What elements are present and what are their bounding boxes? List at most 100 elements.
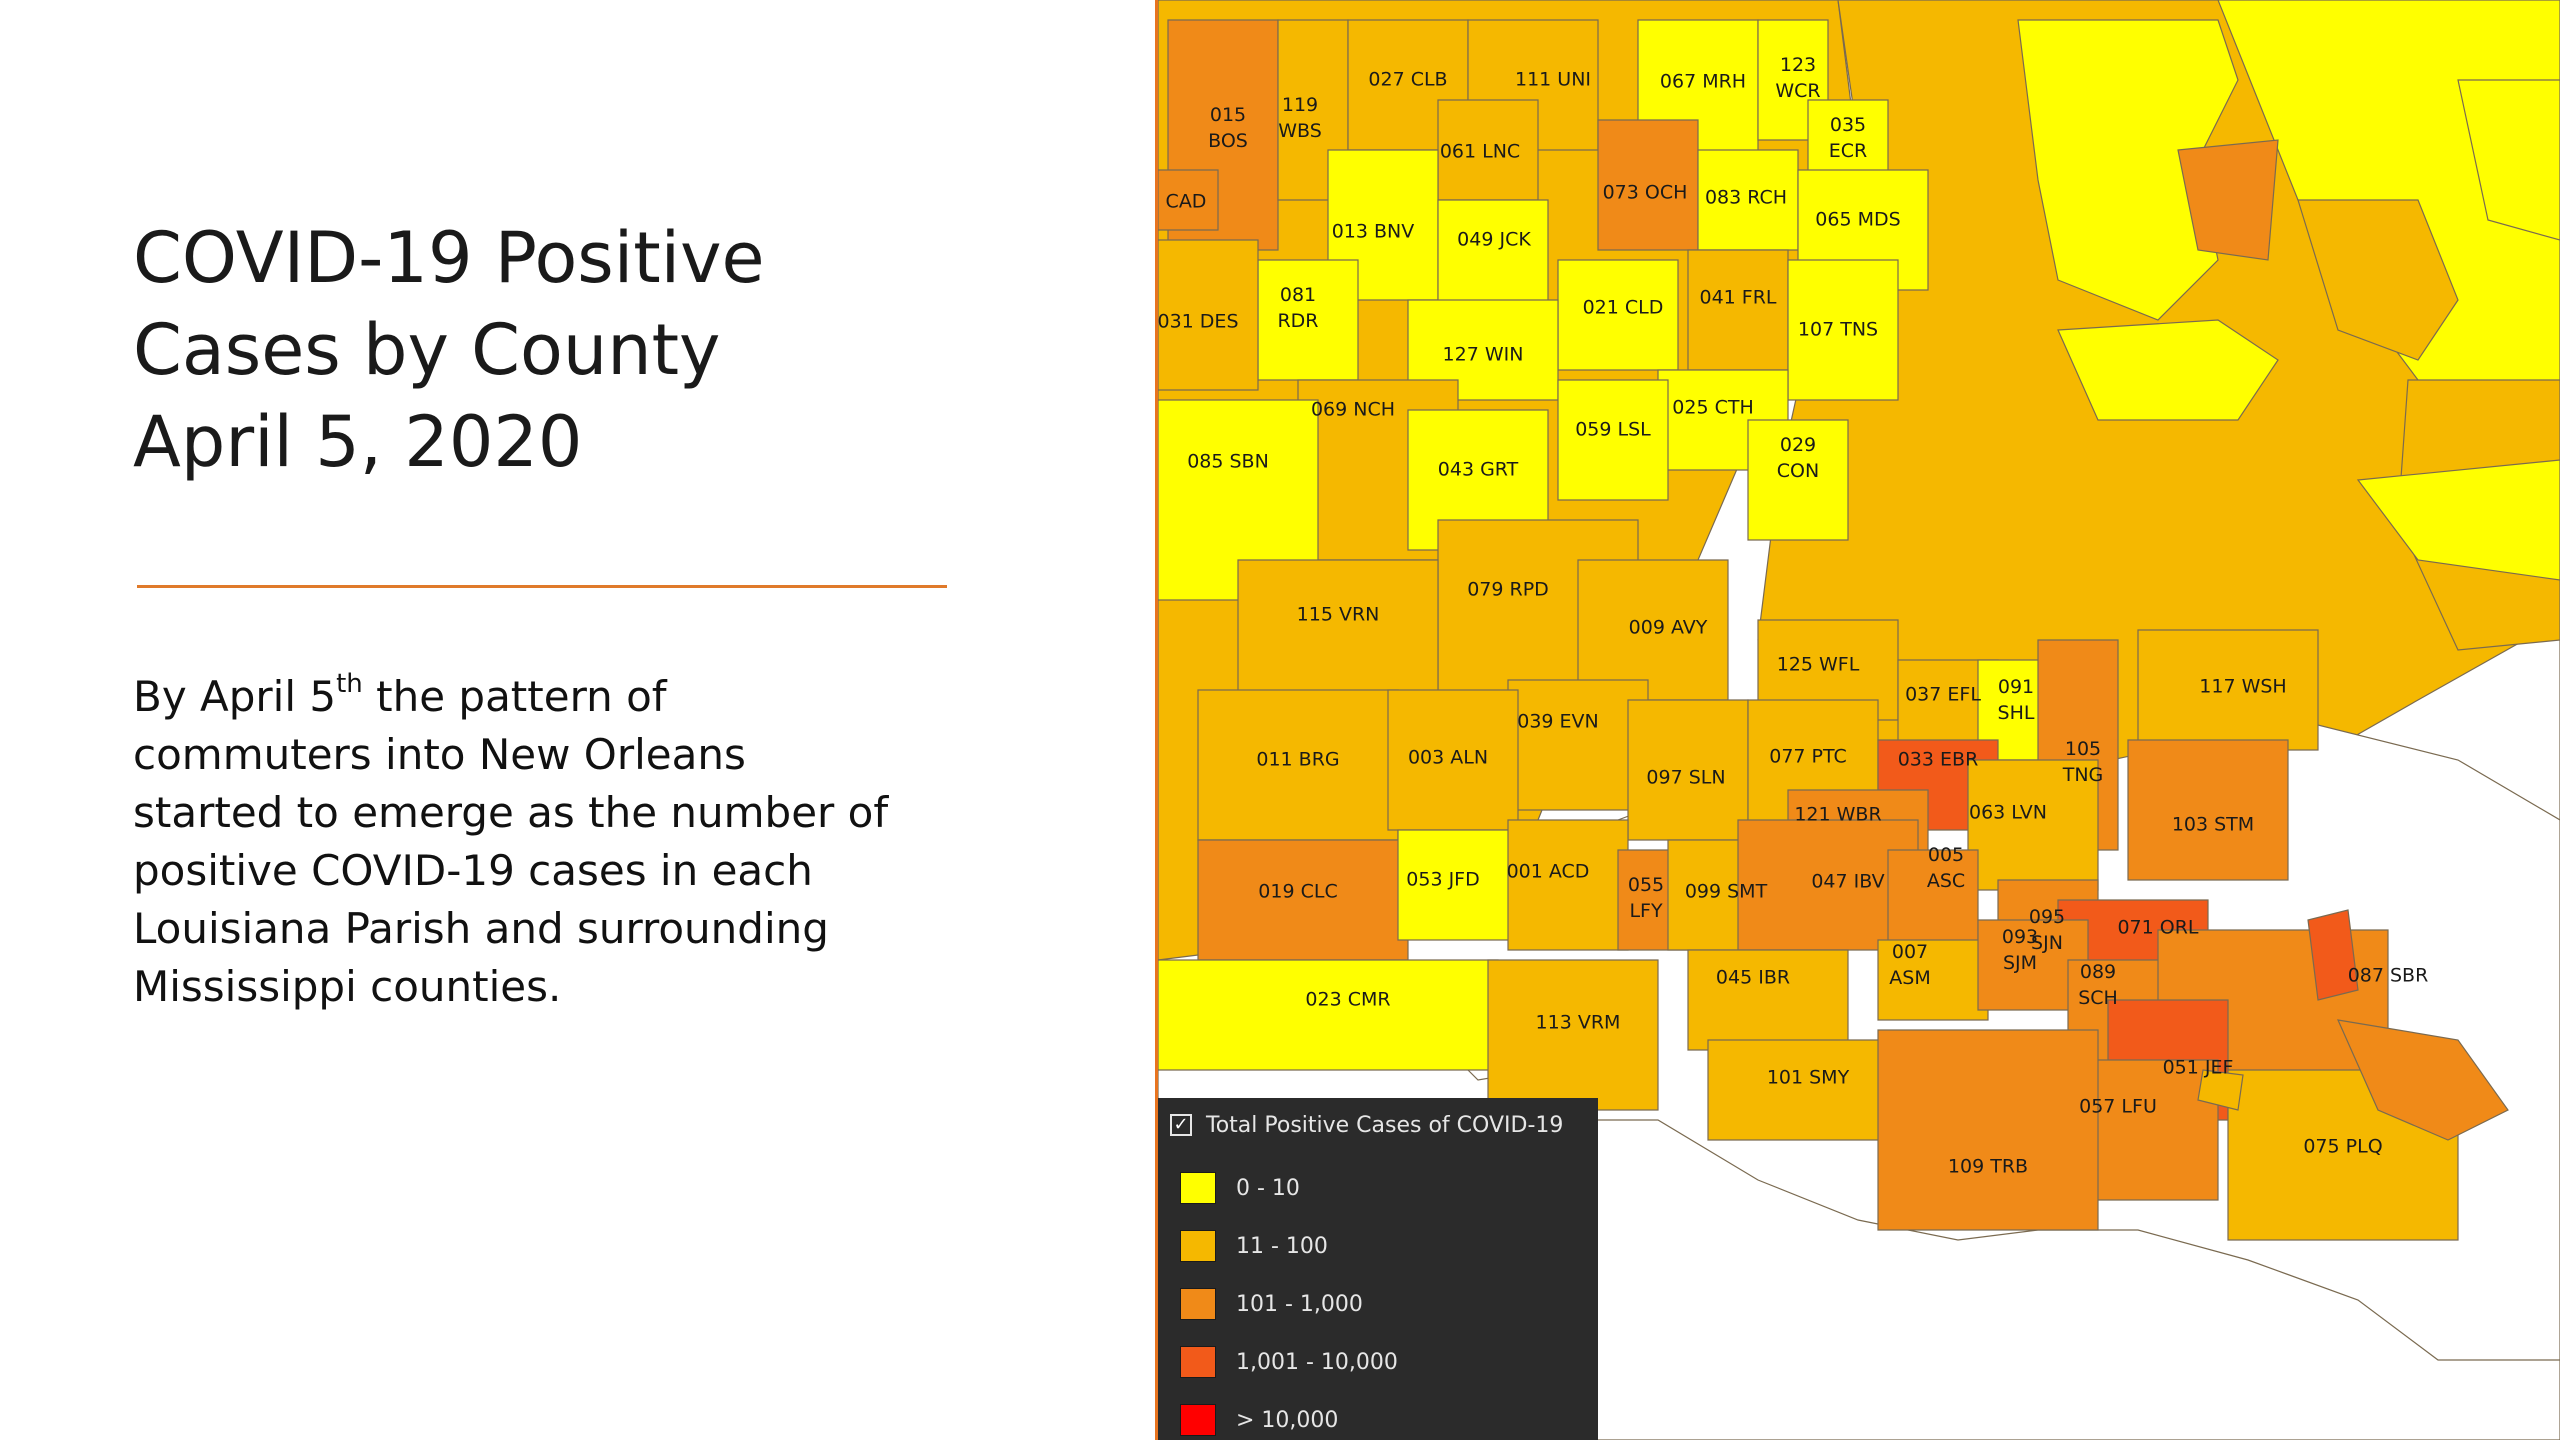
parish-label-clb: 027 CLB [1368, 69, 1447, 91]
map-region [2356, 459, 2560, 581]
parish-label-asm: 007 ASM [1889, 941, 1930, 989]
body-line: positive COVID-19 cases in each [133, 846, 813, 895]
parish-label-tns: 107 TNS [1798, 319, 1878, 341]
legend-swatch [1180, 1404, 1216, 1436]
parish-label-frl: 041 FRL [1699, 287, 1776, 309]
parish-label-bos: 015 BOS [1208, 104, 1248, 152]
parish-label-mrh: 067 MRH [1660, 71, 1746, 93]
parish-label-jfd: 053 JFD [1406, 869, 1479, 891]
parish-label-uni: 111 UNI [1515, 69, 1591, 91]
slide-body-text: By April 5th the pattern of commuters in… [133, 668, 1033, 1016]
parish-label-cad: CAD [1166, 191, 1207, 213]
parish-label-acd: 001 ACD [1507, 861, 1590, 883]
legend-header[interactable]: ✓ Total Positive Cases of COVID-19 [1170, 1108, 1563, 1142]
parish-frl [1687, 249, 1789, 371]
parish-label-smt: 099 SMT [1685, 881, 1768, 903]
body-line: Louisiana Parish and surrounding [133, 904, 829, 953]
parish-label-con: 029 CON [1777, 434, 1819, 482]
parish-cad [1158, 169, 1219, 231]
legend-swatch [1180, 1230, 1216, 1262]
parish-label-ecr: 035 ECR [1829, 114, 1867, 162]
map-region [2017, 19, 2239, 321]
parish-label-wfl: 125 WFL [1777, 654, 1860, 676]
parish-layer [1158, 19, 2509, 1241]
map-region [2177, 139, 2279, 261]
parish-label-lfy: 055 LFY [1628, 874, 1664, 922]
legend-swatch [1180, 1288, 1216, 1320]
parish-shape [2336, 1019, 2509, 1141]
parish-label-efl: 037 EFL [1905, 684, 1981, 706]
parish-label-avy: 009 AVY [1629, 617, 1708, 639]
parish-ibr [1687, 949, 1849, 1051]
parish-label-bnv: 013 BNV [1332, 221, 1415, 243]
parish-label-cth: 025 CTH [1672, 397, 1753, 419]
choropleth-map[interactable]: 015 BOS 119 WBS 027 CLB 111 UNI 067 MRH 123 WCR 0… [1155, 0, 2560, 1440]
parish-label-stm: 103 STM [2172, 814, 2254, 836]
parish-label-mds: 065 MDS [1815, 209, 1900, 231]
parish-label-ibv: 047 IBV [1811, 871, 1884, 893]
parish-vrm [1487, 959, 1659, 1111]
parish-label-vrn: 115 VRN [1297, 604, 1380, 626]
parish-label-ptc: 077 PTC [1769, 746, 1847, 768]
parish-label-clc: 019 CLC [1258, 881, 1337, 903]
legend-item-0-10: 0 - 10 [1172, 1168, 1300, 1208]
body-line: By April 5th the pattern of [133, 668, 1033, 726]
parish-lsl [1557, 379, 1669, 501]
parish-jck [1437, 199, 1549, 311]
map-region [2057, 319, 2279, 421]
parish-label-evn: 039 EVN [1517, 711, 1599, 733]
body-line: commuters into New Orleans [133, 730, 746, 779]
slide-title-line: April 5, 2020 [133, 401, 583, 483]
parish-label-smy: 101 SMY [1767, 1067, 1850, 1089]
parish-label-wbr: 121 WBR [1794, 804, 1881, 826]
parish-label-sbn: 085 SBN [1187, 451, 1269, 473]
parish-label-aln: 003 ALN [1408, 747, 1488, 769]
legend-label: 11 - 100 [1236, 1233, 1328, 1259]
parish-con [1747, 419, 1849, 541]
parish-acd [1507, 819, 1629, 951]
parish-label-vrm: 113 VRM [1536, 1012, 1621, 1034]
legend-swatch [1180, 1346, 1216, 1378]
parish-label-orl: 071 ORL [2117, 917, 2198, 939]
parish-label-jef: 051 JEF [2163, 1057, 2234, 1079]
parish-label-rdr: 081 RDR [1277, 284, 1318, 332]
parish-label-jck: 049 JCK [1457, 229, 1531, 251]
legend-label: > 10,000 [1236, 1407, 1339, 1433]
parish-label-ebr: 033 EBR [1898, 749, 1979, 771]
ordinal-superscript: th [336, 669, 363, 699]
checkmark-icon: ✓ [1173, 1114, 1189, 1135]
parish-label-plq: 075 PLQ [2303, 1136, 2382, 1158]
parish-label-och: 073 OCH [1603, 182, 1688, 204]
parish-trb [1877, 1029, 2099, 1231]
parish-label-lsl: 059 LSL [1575, 419, 1651, 441]
layer-visibility-checkbox[interactable]: ✓ [1170, 1114, 1192, 1136]
parish-label-wcr: 123 WCR [1775, 54, 1820, 102]
parish-label-sln: 097 SLN [1646, 767, 1725, 789]
map-legend: ✓ Total Positive Cases of COVID-19 0 - 1… [1158, 1098, 1598, 1440]
parish-label-wbs: 119 WBS [1278, 94, 1322, 142]
parish-label-ibr: 045 IBR [1716, 967, 1790, 989]
legend-swatch [1180, 1172, 1216, 1204]
parish-label-lvn: 063 LVN [1969, 802, 2047, 824]
parish-label-rpd: 079 RPD [1467, 579, 1549, 601]
map-region [2297, 199, 2459, 361]
parish-label-cld: 021 CLD [1583, 297, 1664, 319]
parish-label-sbr: 087 SBR [2348, 965, 2429, 987]
legend-item-101-1000: 101 - 1,000 [1172, 1284, 1363, 1324]
parish-cmr [1158, 959, 1499, 1071]
parish-shape [2307, 909, 2359, 1001]
legend-label: 0 - 10 [1236, 1175, 1300, 1201]
parish-label-lfu: 057 LFU [2079, 1096, 2157, 1118]
legend-label: 101 - 1,000 [1236, 1291, 1363, 1317]
parish-label-tng: 105 TNG [2062, 738, 2104, 786]
parish-label-trb: 109 TRB [1948, 1156, 2028, 1178]
parish-label-shl: 091 SHL [1998, 676, 2035, 724]
body-line: Mississippi counties. [133, 962, 562, 1011]
legend-title: Total Positive Cases of COVID-19 [1206, 1112, 1564, 1138]
parish-wsh [2137, 629, 2319, 751]
parish-label-nch: 069 NCH [1311, 399, 1395, 421]
parish-label-grt: 043 GRT [1438, 459, 1519, 481]
parish-des [1158, 239, 1259, 391]
